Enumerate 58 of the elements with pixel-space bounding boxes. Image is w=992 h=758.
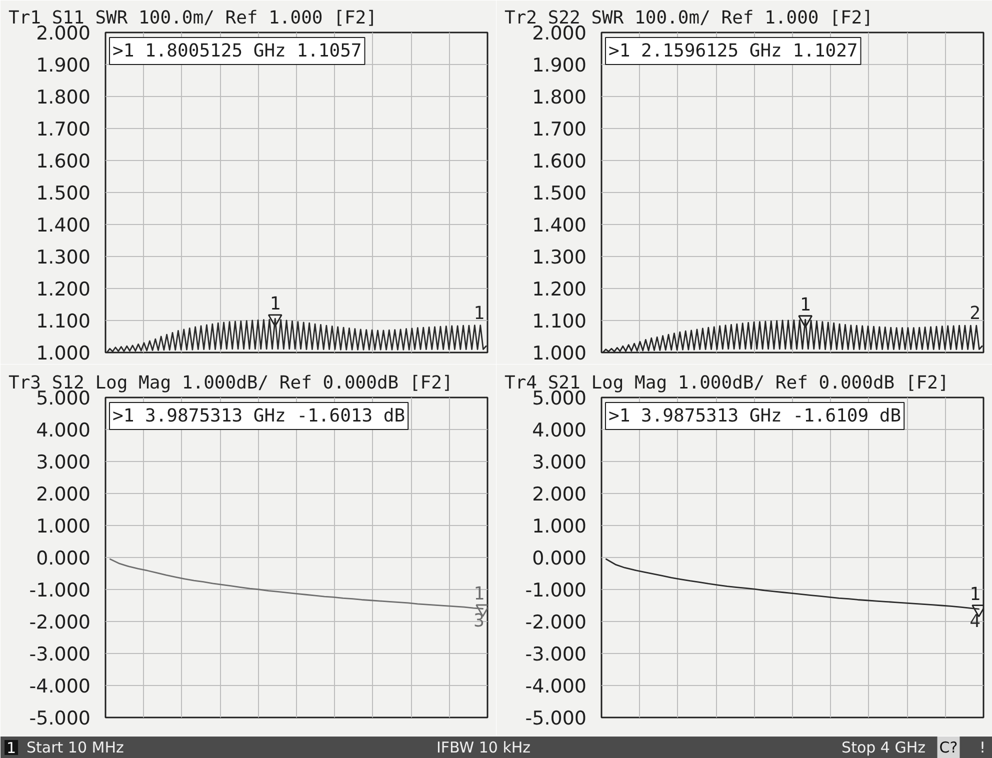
y-tick-label: 1.200 [36, 278, 91, 300]
series-label: 1 [970, 584, 981, 606]
y-tick-label: -5.000 [29, 708, 90, 730]
text: C? [939, 738, 958, 756]
annotation: >1 3.9875313 GHz -1.6109 dB [608, 406, 902, 426]
y-tick-label: -3.000 [525, 644, 586, 666]
y-tick-label: -4.000 [29, 676, 90, 698]
y-tick-label: 1.400 [36, 214, 91, 236]
y-tick-label: 1.500 [36, 182, 91, 204]
series-label: 1 [270, 294, 281, 315]
y-tick-label: 1.100 [36, 310, 91, 332]
y-tick-label: 1.600 [36, 150, 91, 172]
text: ! [979, 738, 986, 756]
y-tick-label: 1.700 [532, 118, 587, 140]
y-tick-label: 1.000 [532, 342, 587, 364]
y-tick-label: -2.000 [525, 612, 586, 634]
y-tick-label: 1.100 [532, 310, 587, 332]
y-tick-label: 0.000 [532, 548, 587, 570]
y-tick-label: -4.000 [525, 676, 586, 698]
series-label: 2 [970, 303, 981, 324]
y-tick-label: 3.000 [532, 452, 587, 474]
annotation: >1 1.8005125 GHz 1.1057 [112, 40, 362, 62]
text: Start 10 MHz [26, 738, 124, 756]
y-tick-label: 1.400 [532, 214, 587, 236]
y-tick-label: 1.500 [532, 182, 587, 204]
y-tick-label: 1.600 [532, 150, 587, 172]
series-label: 3 [474, 610, 485, 632]
series-label: 4 [970, 611, 981, 632]
text: 1 [6, 739, 16, 757]
y-tick-label: 1.300 [532, 246, 587, 268]
y-tick-label: 4.000 [532, 420, 587, 442]
series-label: 1 [474, 303, 485, 324]
series-label: 1 [474, 584, 485, 605]
text: Stop 4 GHz [842, 738, 926, 756]
y-tick-label: -1.000 [525, 580, 586, 602]
y-tick-label: 1.000 [532, 516, 587, 538]
y-tick-label: -1.000 [29, 580, 90, 602]
y-tick-label: -3.000 [29, 644, 90, 666]
y-tick-label: 1.800 [36, 86, 91, 108]
y-tick-label: 1.800 [532, 86, 587, 108]
annotation: >1 3.9875313 GHz -1.6013 dB [112, 406, 406, 426]
y-tick-label: 1.000 [36, 342, 91, 364]
y-tick-label: 2.000 [36, 484, 91, 506]
series-label: 1 [800, 294, 811, 316]
y-tick-label: 3.000 [36, 452, 91, 474]
y-tick-label: -5.000 [525, 708, 586, 730]
y-tick-label: 1.900 [532, 54, 587, 76]
y-tick-label: 0.000 [36, 548, 91, 570]
y-tick-label: 2.000 [532, 484, 587, 506]
annotation: >1 2.1596125 GHz 1.1027 [608, 40, 858, 62]
y-tick-label: 1.000 [36, 516, 91, 538]
y-tick-label: 1.200 [532, 278, 587, 300]
y-tick-label: 1.300 [36, 246, 91, 268]
y-tick-label: -2.000 [29, 612, 90, 634]
text: IFBW 10 kHz [436, 738, 531, 756]
y-tick-label: 1.900 [36, 54, 91, 76]
y-tick-label: 1.700 [36, 118, 91, 140]
y-tick-label: 4.000 [36, 420, 91, 442]
